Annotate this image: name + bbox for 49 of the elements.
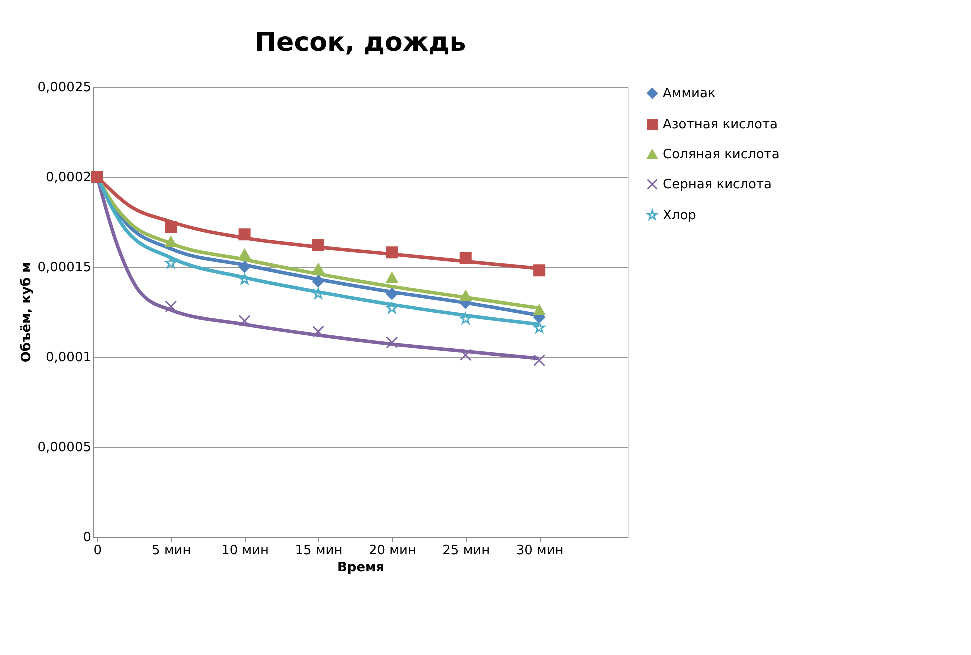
point [460,313,472,324]
x-tick-label: 0 [94,544,102,558]
point [238,261,251,273]
point [386,302,398,314]
y-tick-label: 0,0002 [46,170,92,186]
point [312,239,324,252]
point [91,171,104,183]
legend-label: Хлор [663,208,696,224]
point [386,272,398,284]
point [238,228,251,241]
x-tick-label: 25 мин [442,544,490,558]
legend-label: Серная кислота [663,178,772,192]
x-tick-label: 20 мин [368,544,416,558]
point [312,326,324,338]
point [460,290,472,302]
point [386,288,398,300]
chart-title: Песок, дождь [254,28,466,58]
point [460,349,472,362]
point [165,221,178,234]
x-tick-label: 5 мин [152,544,192,558]
y-tick-label: 0 [83,530,92,546]
y-tick-label: 0,0001 [46,350,92,366]
point [312,288,324,299]
x-axis-title: Время [337,560,385,576]
point [386,336,398,349]
y-tick-label: 0,00015 [38,260,92,276]
point [386,246,398,259]
x-tick-label: 30 мин [516,544,564,558]
point [165,257,177,268]
point [165,236,178,248]
point [534,322,546,334]
legend-label: Соляная кислота [663,148,780,162]
point [239,274,251,285]
legend-label: Аммиак [663,86,716,102]
y-tick-label: 0,00025 [38,80,92,96]
point [534,264,546,277]
point [312,264,324,274]
point [534,304,546,316]
point [165,300,178,313]
point [460,252,472,264]
x-tick-label: 15 мин [295,544,343,558]
x-tick-label: 10 мин [222,544,270,558]
y-axis-title: Объём, куб м [20,262,35,363]
point [238,249,251,260]
point [238,315,251,327]
point [534,354,546,367]
y-tick-label: 0,00005 [38,440,92,456]
legend-label: Азотная кислота [663,118,778,132]
point [312,275,324,288]
